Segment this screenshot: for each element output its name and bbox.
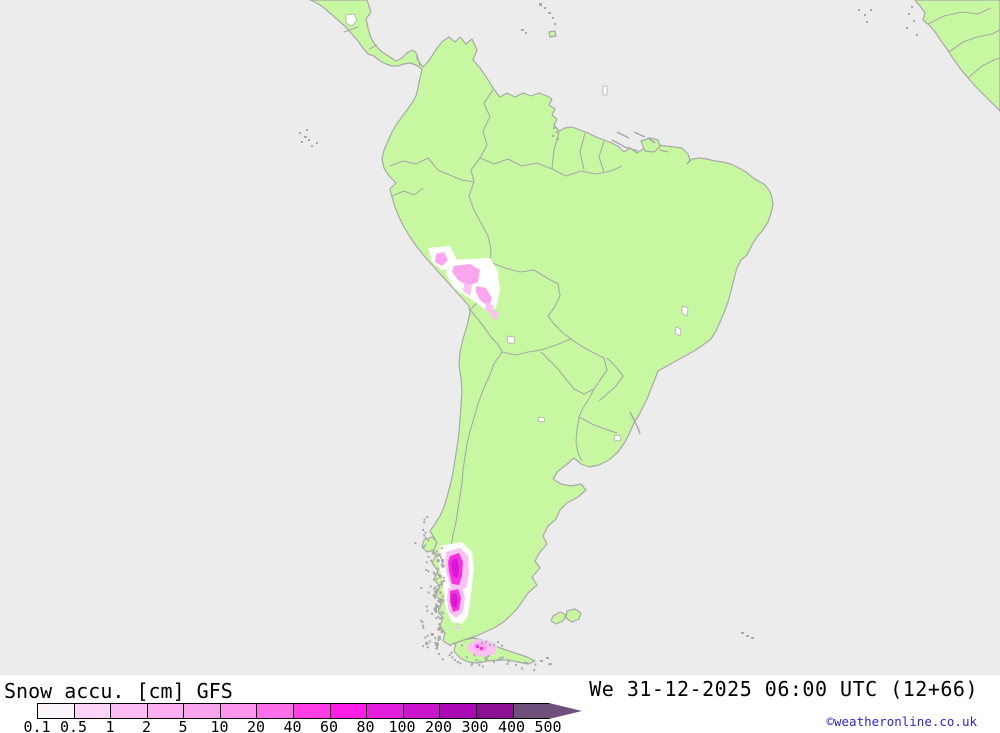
scale-tick-label: 0.1 [23, 718, 51, 733]
scale-segment [440, 704, 477, 718]
scale-tick-label: 400 [497, 718, 526, 733]
scale-segment [111, 704, 148, 718]
snow-overlay-tierra-del-fuego [467, 639, 497, 657]
lagoa-dos-patos [629, 411, 641, 435]
west-africa-coastal-islands [906, 6, 918, 36]
marajo-island [640, 137, 661, 153]
scale-tick-label: 80 [356, 718, 375, 733]
copyright-link[interactable]: ©weatheronline.co.uk [826, 714, 977, 729]
scale-segment [367, 704, 404, 718]
scale-segment [74, 704, 112, 718]
scale-segment [147, 704, 185, 718]
chiloe-island [421, 536, 438, 553]
salar-de-uyuni [506, 335, 516, 344]
scale-tick-label: 10 [210, 718, 229, 733]
scale-segment [513, 704, 550, 718]
fjord-speckles [414, 516, 551, 671]
trinidad-island [548, 30, 557, 38]
scale-segment [403, 704, 441, 718]
galapagos-islands [299, 129, 318, 147]
scale-tick-label: 200 [424, 718, 453, 733]
scale-tick-label: 1 [105, 718, 115, 733]
scale-segment [330, 704, 368, 718]
mar-chiquita [537, 416, 546, 423]
scale-arrow-icon [549, 703, 582, 719]
scale-tick-label: 2 [141, 718, 152, 733]
south-america-landmass [309, 0, 774, 646]
amazon-estuary [611, 131, 669, 435]
falkland-islands [550, 608, 582, 625]
scale-tick-label: 60 [319, 718, 339, 733]
scale-tick-label: 5 [178, 718, 188, 733]
lake-nicaragua [345, 13, 358, 27]
brokopondo-reservoir [602, 85, 608, 96]
scale-bar [37, 703, 550, 719]
island-specks [299, 3, 918, 665]
scale-segment [220, 704, 258, 718]
scale-segment [257, 704, 295, 718]
scale-tick-label: 500 [534, 718, 562, 733]
cape-horn-specks [540, 657, 552, 665]
cape-verde-islands [858, 9, 872, 23]
scale-tick-label: 20 [246, 718, 266, 733]
lesser-antilles-islands [521, 3, 556, 34]
scale-tick-label: 300 [461, 718, 489, 733]
scale-tick-label: 40 [283, 718, 302, 733]
scale-tick-labels: 0.1 0.5 1 2 5 10 20 40 60 80 100 200 300 400 500 [0, 718, 1000, 733]
scale-tick-label: 100 [388, 718, 416, 733]
snow-overlay-patagonia [438, 542, 474, 629]
scale-segment [184, 704, 221, 718]
country-borders [343, 7, 1000, 661]
west-africa-landmass [914, 0, 1000, 112]
lakes [345, 13, 689, 442]
map-title: Snow accu. [cm] GFS [4, 679, 233, 703]
scale-segment [38, 704, 75, 718]
valid-time-label: We 31-12-2025 06:00 UTC (12+66) [589, 677, 978, 701]
snow-overlay-peru [428, 246, 500, 320]
south-georgia-island [741, 632, 754, 639]
lagoa-mirim [613, 434, 622, 442]
scale-segment [476, 704, 514, 718]
scale-segment [294, 704, 331, 718]
scale-tick-label: 0.5 [59, 718, 88, 733]
orinoco-delta-specks [552, 127, 559, 140]
